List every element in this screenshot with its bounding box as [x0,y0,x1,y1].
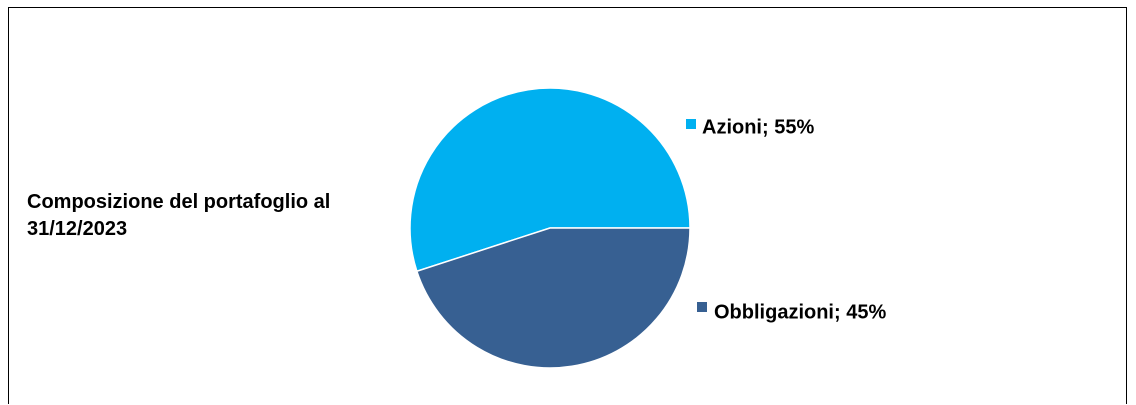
pie-slice: Azioni [409,87,691,273]
legend-swatch [686,119,696,129]
data-label: Obbligazioni; 45% [714,301,886,323]
chart-title: Composizione del portafoglio al 31/12/20… [27,191,331,240]
chart-frame [8,7,1127,404]
legend-swatch [697,302,707,312]
pie-slice: Obbligazioni [415,227,691,369]
data-label: Azioni; 55% [702,116,814,138]
